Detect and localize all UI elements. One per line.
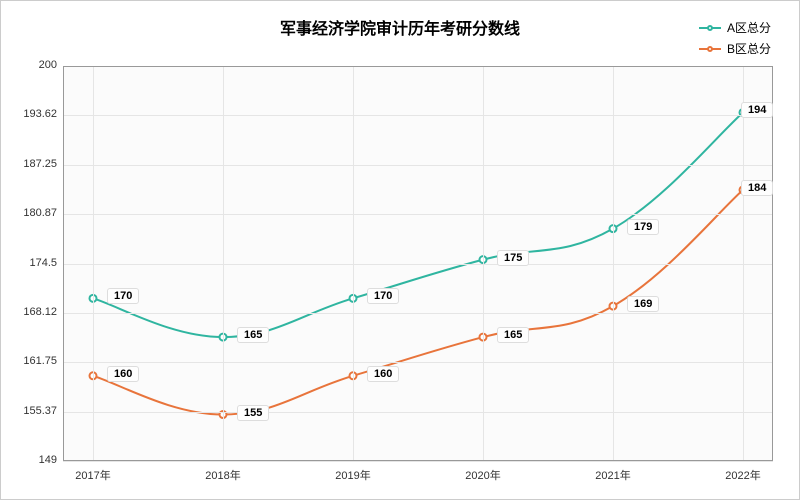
- grid-line-h: [63, 313, 773, 314]
- legend-item: A区总分: [699, 19, 771, 36]
- legend-swatch: [699, 48, 721, 50]
- data-label: 170: [367, 288, 399, 304]
- chart-container: 军事经济学院审计历年考研分数线 A区总分B区总分 149155.37161.75…: [0, 0, 800, 500]
- x-tick-label: 2019年: [323, 467, 383, 483]
- data-label: 160: [367, 366, 399, 382]
- y-tick-label: 161.75: [11, 355, 57, 367]
- chart-title: 军事经济学院审计历年考研分数线: [1, 1, 799, 39]
- y-tick-label: 174.5: [11, 257, 57, 269]
- legend-item: B区总分: [699, 40, 771, 57]
- plot-area: 149155.37161.75168.12174.5180.87187.2519…: [63, 66, 773, 461]
- x-tick-label: 2018年: [193, 467, 253, 483]
- data-label: 169: [627, 296, 659, 312]
- grid-line-h: [63, 461, 773, 462]
- data-label: 165: [237, 327, 269, 343]
- grid-line-h: [63, 115, 773, 116]
- x-tick-label: 2020年: [453, 467, 513, 483]
- grid-line-v: [223, 66, 224, 461]
- grid-line-h: [63, 412, 773, 413]
- legend-label: A区总分: [727, 19, 771, 36]
- y-tick-label: 149: [11, 454, 57, 466]
- grid-line-v: [743, 66, 744, 461]
- grid-line-h: [63, 362, 773, 363]
- data-label: 194: [741, 102, 773, 118]
- data-label: 155: [237, 405, 269, 421]
- data-label: 179: [627, 219, 659, 235]
- x-tick-label: 2022年: [713, 467, 773, 483]
- y-tick-label: 193.62: [11, 108, 57, 120]
- data-label: 165: [497, 327, 529, 343]
- y-tick-label: 155.37: [11, 405, 57, 417]
- y-tick-label: 200: [11, 59, 57, 71]
- y-tick-label: 168.12: [11, 306, 57, 318]
- data-label: 170: [107, 288, 139, 304]
- legend-label: B区总分: [727, 40, 771, 57]
- data-label: 160: [107, 366, 139, 382]
- y-tick-label: 187.25: [11, 158, 57, 170]
- grid-line-v: [353, 66, 354, 461]
- grid-line-v: [613, 66, 614, 461]
- y-tick-label: 180.87: [11, 207, 57, 219]
- grid-line-h: [63, 165, 773, 166]
- data-label: 184: [741, 180, 773, 196]
- legend: A区总分 B区总分: [699, 19, 771, 61]
- legend-swatch: [699, 27, 721, 29]
- grid-line-v: [93, 66, 94, 461]
- grid-line-v: [483, 66, 484, 461]
- x-tick-label: 2017年: [63, 467, 123, 483]
- grid-line-h: [63, 214, 773, 215]
- grid-line-h: [63, 264, 773, 265]
- x-tick-label: 2021年: [583, 467, 643, 483]
- data-label: 175: [497, 250, 529, 266]
